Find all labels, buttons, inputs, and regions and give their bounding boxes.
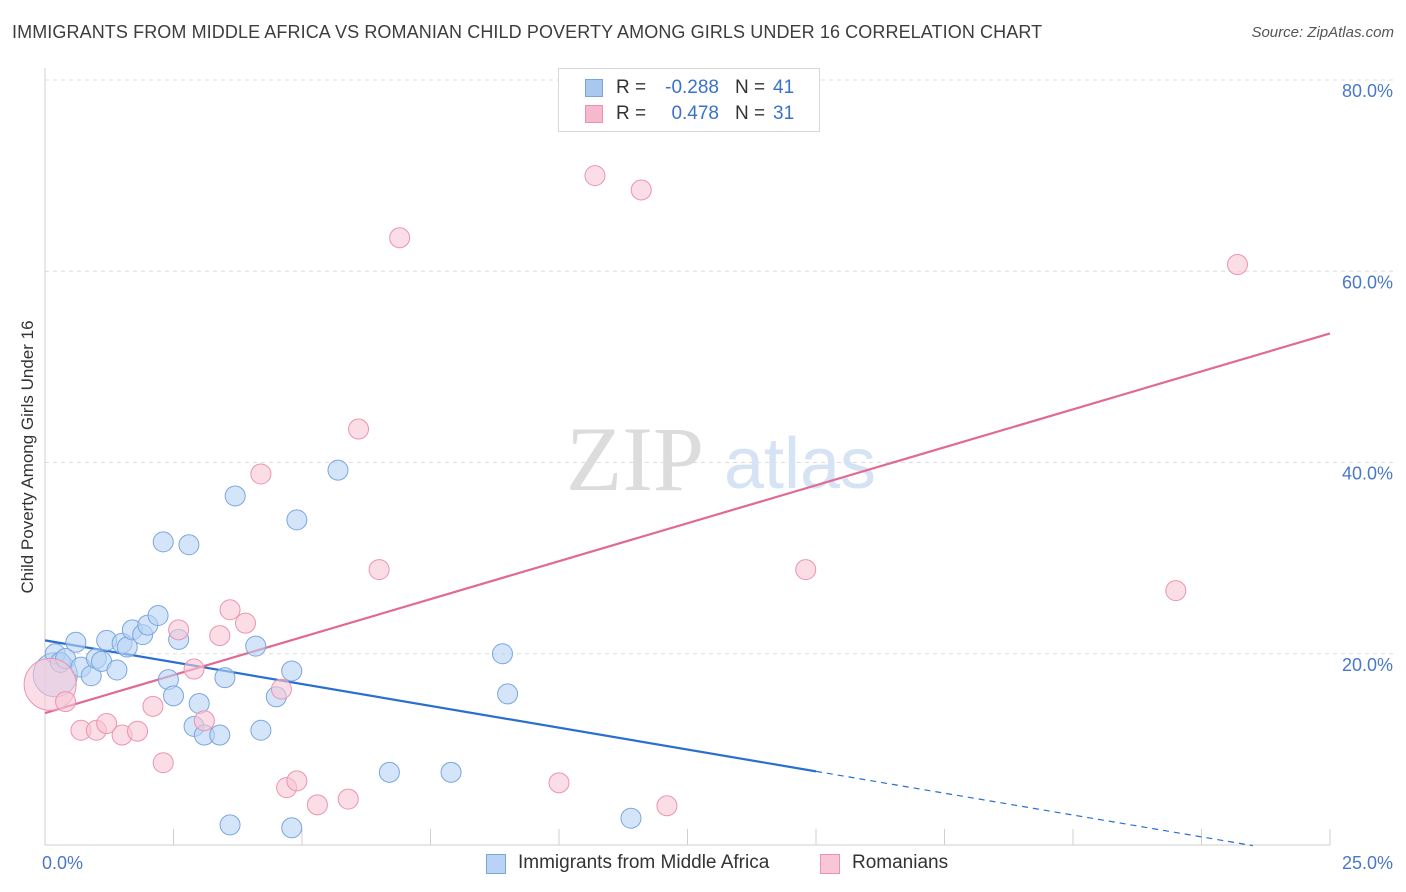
point-romanians (1226, 254, 1248, 276)
point-middle-africa (152, 531, 174, 553)
point-romanians (55, 691, 77, 713)
point-romanians (152, 752, 174, 774)
point-romanians (368, 559, 390, 581)
watermark-zip: ZIP (566, 408, 704, 510)
point-romanians (795, 559, 817, 581)
point-romanians (656, 795, 678, 817)
point-romanians (389, 227, 411, 249)
y-tick-label: 60.0% (1342, 272, 1393, 292)
source-credit: Source: ZipAtlas.com (1251, 24, 1394, 41)
point-romanians (270, 678, 292, 700)
point-romanians (584, 165, 606, 187)
point-middle-africa (147, 605, 169, 626)
point-middle-africa (250, 719, 272, 741)
gridlines (45, 79, 1395, 655)
legend-label: Immigrants from Middle Africa (518, 852, 770, 873)
r-label: R = (616, 103, 647, 124)
stats-legend: R = -0.288 N = 41 R = 0.478 N = 31 (558, 68, 820, 132)
chart-title: IMMIGRANTS FROM MIDDLE AFRICA VS ROMANIA… (12, 22, 1043, 42)
point-middle-africa (440, 761, 462, 783)
point-middle-africa (178, 534, 200, 556)
point-middle-africa (620, 807, 642, 829)
trend-line-romanians (44, 332, 1331, 715)
point-romanians (337, 788, 359, 810)
point-romanians (127, 720, 149, 742)
swatch-middle-africa (585, 79, 603, 97)
trend-line-middle-africa (44, 639, 817, 773)
axes (44, 68, 1331, 846)
point-romanians (548, 772, 570, 794)
point-middle-africa (163, 685, 184, 707)
point-middle-africa (65, 631, 87, 653)
legend-label: Romanians (852, 852, 949, 873)
legend-swatch-romanians (820, 854, 840, 874)
data-points (23, 165, 1248, 839)
point-romanians (193, 710, 215, 732)
swatch-romanians (585, 105, 603, 123)
point-romanians (306, 794, 328, 816)
point-middle-africa (245, 635, 267, 657)
point-romanians (209, 625, 231, 647)
watermark-atlas: atlas (724, 424, 876, 504)
n-value: 41 (773, 77, 795, 98)
legend-swatch-middle-africa (486, 854, 506, 874)
point-middle-africa (224, 485, 246, 507)
y-tick-label: 40.0% (1342, 464, 1393, 484)
point-middle-africa (219, 814, 241, 836)
point-middle-africa (209, 724, 231, 746)
tick-labels: 20.0% 40.0% 60.0% 80.0% 0.0% 25.0% (42, 81, 1393, 873)
point-middle-africa (281, 660, 303, 682)
y-tick-label: 80.0% (1342, 81, 1393, 101)
point-romanians (96, 713, 118, 735)
point-middle-africa (281, 817, 303, 839)
n-label: N = (735, 103, 766, 124)
point-middle-africa (327, 459, 349, 481)
point-romanians (286, 770, 308, 792)
r-value: 0.478 (671, 103, 719, 124)
point-middle-africa (378, 761, 400, 783)
point-romanians (183, 658, 205, 680)
point-romanians (630, 179, 652, 201)
x-tick-label: 25.0% (1342, 853, 1393, 873)
point-romanians (142, 695, 164, 717)
point-middle-africa (286, 509, 308, 531)
x-tick-label: 0.0% (42, 853, 83, 873)
y-tick-label: 20.0% (1342, 655, 1393, 675)
r-value: -0.288 (665, 77, 719, 98)
point-middle-africa (106, 659, 128, 681)
point-romanians (234, 612, 256, 634)
n-value: 31 (773, 103, 795, 124)
point-romanians (1165, 580, 1187, 602)
point-romanians (250, 463, 272, 485)
point-romanians (348, 418, 370, 440)
trend-line-extension (815, 770, 1254, 847)
n-label: N = (735, 77, 766, 98)
point-middle-africa (497, 683, 519, 705)
point-middle-africa (491, 643, 513, 665)
point-middle-africa (214, 667, 236, 689)
watermark: ZIP atlas (566, 408, 876, 510)
point-romanians (219, 599, 241, 621)
point-romanians (168, 619, 190, 641)
r-label: R = (616, 77, 647, 98)
